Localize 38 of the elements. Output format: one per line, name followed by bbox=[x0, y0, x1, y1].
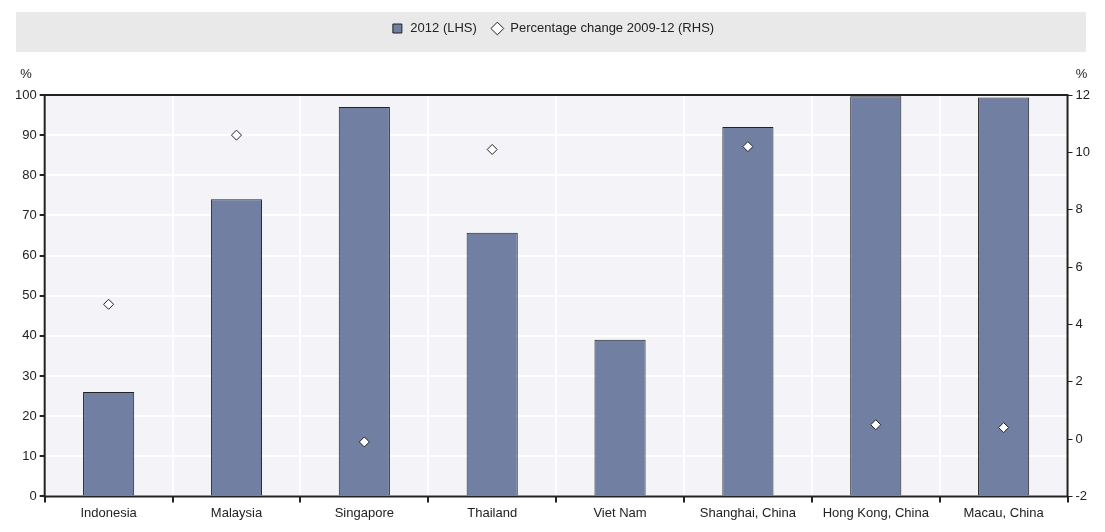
point bbox=[103, 298, 115, 310]
y-tick-label: 50 bbox=[22, 287, 37, 303]
y2-axis-title: % bbox=[1075, 66, 1088, 82]
y2-tick-label: 4 bbox=[1075, 315, 1083, 331]
point bbox=[358, 436, 370, 448]
x-tick-label: Viet Nam bbox=[593, 504, 647, 520]
y-tick-label: 60 bbox=[22, 247, 37, 263]
y-tick-label: 10 bbox=[22, 447, 37, 463]
x-tick-label: Hong Kong, China bbox=[822, 504, 930, 520]
y2-tick-label: 10 bbox=[1075, 143, 1091, 159]
y-axis-title: % bbox=[20, 66, 33, 82]
point bbox=[230, 129, 242, 141]
y2-tick-label: 0 bbox=[1075, 430, 1083, 446]
x-tick-label: Malaysia bbox=[210, 504, 263, 520]
y2-tick-label: 8 bbox=[1075, 201, 1083, 217]
y-tick-label: 80 bbox=[22, 166, 37, 182]
y-tick-label: 20 bbox=[22, 407, 37, 423]
x-tick-label: Shanghai, China bbox=[699, 504, 797, 520]
y-tick-label: 90 bbox=[22, 126, 37, 142]
legend-label: 2012 (LHS) bbox=[410, 20, 477, 36]
y-tick-label: 0 bbox=[29, 487, 37, 503]
x-tick-label: Thailand bbox=[467, 504, 518, 520]
x-tick-label: Macau, China bbox=[963, 504, 1045, 520]
legend-label: Percentage change 2009-12 (RHS) bbox=[510, 20, 715, 36]
y2-tick-label: 6 bbox=[1075, 258, 1083, 274]
x-tick-label: Singapore bbox=[334, 504, 394, 520]
y2-tick-label: 12 bbox=[1075, 86, 1091, 102]
y-tick-label: 30 bbox=[22, 367, 37, 383]
y-tick-label: 40 bbox=[22, 327, 37, 343]
y2-tick-label: -2 bbox=[1075, 487, 1088, 503]
y-tick-label: 100 bbox=[14, 86, 37, 102]
point bbox=[998, 422, 1010, 434]
point bbox=[742, 141, 754, 153]
y2-tick-label: 2 bbox=[1075, 373, 1083, 389]
point bbox=[870, 419, 882, 431]
x-tick-label: Indonesia bbox=[80, 504, 138, 520]
point bbox=[486, 143, 498, 155]
y-tick-label: 70 bbox=[22, 207, 37, 222]
